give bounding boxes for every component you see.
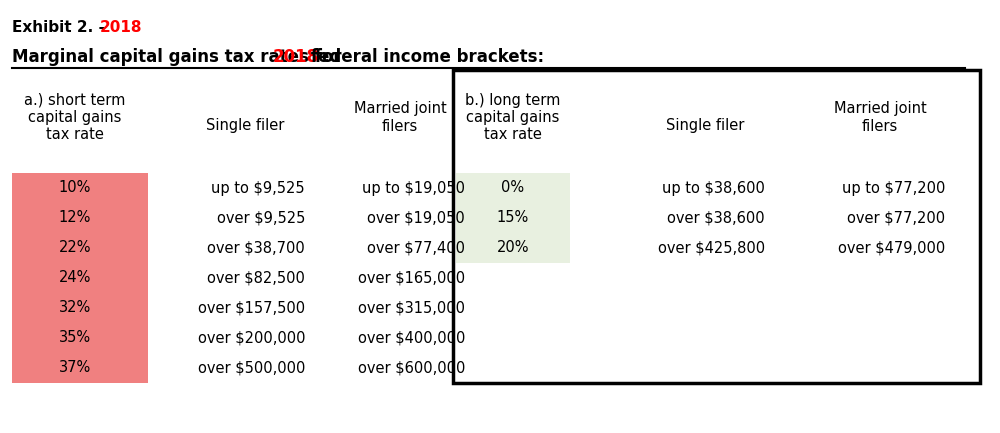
Text: over $82,500: over $82,500 bbox=[207, 271, 305, 285]
Text: over $77,400: over $77,400 bbox=[367, 240, 465, 255]
Text: over $9,525: over $9,525 bbox=[217, 210, 305, 226]
Text: over $157,500: over $157,500 bbox=[198, 301, 305, 316]
Text: up to $9,525: up to $9,525 bbox=[211, 181, 305, 196]
Text: Married joint
filers: Married joint filers bbox=[834, 101, 926, 134]
Text: over $38,700: over $38,700 bbox=[207, 240, 305, 255]
Text: 15%: 15% bbox=[497, 210, 529, 226]
Text: Married joint
filers: Married joint filers bbox=[354, 101, 446, 134]
Text: over $500,000: over $500,000 bbox=[198, 361, 305, 375]
Text: 20%: 20% bbox=[497, 240, 529, 255]
Bar bbox=[12, 173, 148, 383]
Text: Marginal capital gains tax rates for: Marginal capital gains tax rates for bbox=[12, 48, 347, 66]
Text: 22%: 22% bbox=[59, 240, 91, 255]
Text: Single filer: Single filer bbox=[666, 118, 744, 133]
Text: 37%: 37% bbox=[59, 361, 91, 375]
Text: over $38,600: over $38,600 bbox=[667, 210, 765, 226]
Text: over $400,000: over $400,000 bbox=[358, 330, 465, 346]
Text: 24%: 24% bbox=[59, 271, 91, 285]
Text: over $77,200: over $77,200 bbox=[847, 210, 945, 226]
Text: over $600,000: over $600,000 bbox=[358, 361, 465, 375]
Text: over $315,000: over $315,000 bbox=[358, 301, 465, 316]
Text: federal income brackets:: federal income brackets: bbox=[305, 48, 544, 66]
Text: 10%: 10% bbox=[59, 181, 91, 196]
Bar bbox=[453, 70, 980, 383]
Text: b.) long term
capital gains
tax rate: b.) long term capital gains tax rate bbox=[465, 93, 561, 142]
Text: 2018: 2018 bbox=[100, 20, 143, 35]
Text: up to $19,050: up to $19,050 bbox=[362, 181, 465, 196]
Text: up to $38,600: up to $38,600 bbox=[662, 181, 765, 196]
Text: over $200,000: over $200,000 bbox=[198, 330, 305, 346]
Text: Single filer: Single filer bbox=[206, 118, 284, 133]
Text: over $19,050: over $19,050 bbox=[367, 210, 465, 226]
Text: up to $77,200: up to $77,200 bbox=[842, 181, 945, 196]
Text: 12%: 12% bbox=[59, 210, 91, 226]
Text: over $479,000: over $479,000 bbox=[838, 240, 945, 255]
Text: Exhibit 2. -: Exhibit 2. - bbox=[12, 20, 110, 35]
Text: 0%: 0% bbox=[501, 181, 525, 196]
Bar bbox=[456, 173, 570, 263]
Text: over $165,000: over $165,000 bbox=[358, 271, 465, 285]
Text: over $425,800: over $425,800 bbox=[658, 240, 765, 255]
Text: a.) short term
capital gains
tax rate: a.) short term capital gains tax rate bbox=[24, 93, 126, 142]
Text: 35%: 35% bbox=[59, 330, 91, 346]
Text: 2018: 2018 bbox=[272, 48, 318, 66]
Text: 32%: 32% bbox=[59, 301, 91, 316]
